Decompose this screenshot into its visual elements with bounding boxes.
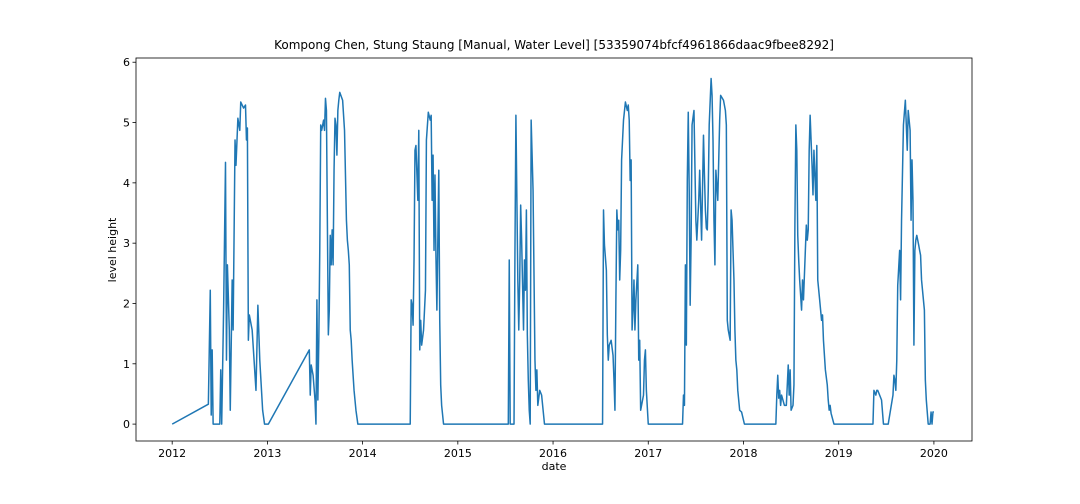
y-tick-label: 2 bbox=[123, 297, 130, 310]
y-tick-label: 1 bbox=[123, 358, 130, 371]
y-tick-label: 5 bbox=[123, 117, 130, 130]
x-tick-label: 2019 bbox=[825, 447, 853, 460]
data-line bbox=[171, 77, 934, 425]
x-tick-label: 2018 bbox=[729, 447, 757, 460]
y-axis-label: level height bbox=[106, 217, 119, 282]
x-tick-label: 2016 bbox=[539, 447, 567, 460]
x-tick-label: 2020 bbox=[920, 447, 948, 460]
x-tick-label: 2015 bbox=[444, 447, 472, 460]
x-tick-label: 2013 bbox=[253, 447, 281, 460]
y-tick-label: 3 bbox=[123, 237, 130, 250]
plot-frame bbox=[135, 57, 973, 442]
chart-title: Kompong Chen, Stung Staung [Manual, Wate… bbox=[274, 38, 834, 52]
y-tick-label: 0 bbox=[123, 418, 130, 431]
x-tick-label: 2017 bbox=[634, 447, 662, 460]
x-tick-label: 2012 bbox=[158, 447, 186, 460]
y-tick-label: 6 bbox=[123, 56, 130, 69]
y-tick-label: 4 bbox=[123, 177, 130, 190]
x-axis-label: date bbox=[542, 460, 567, 473]
x-tick-label: 2014 bbox=[349, 447, 377, 460]
